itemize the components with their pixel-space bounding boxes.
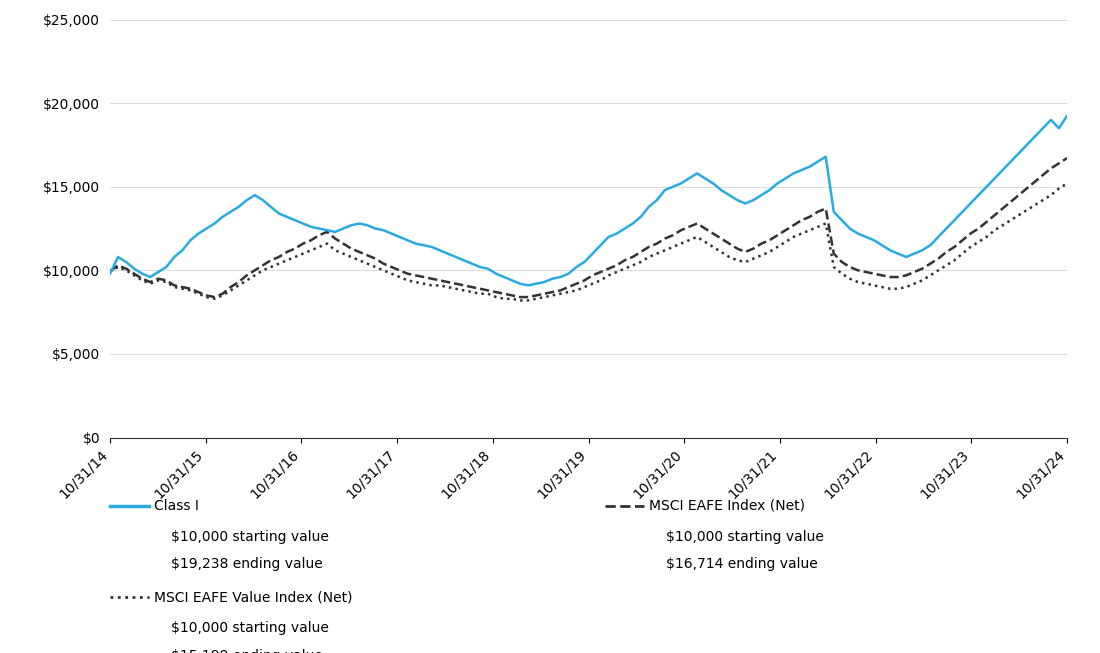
Text: $19,238 ending value: $19,238 ending value bbox=[170, 558, 322, 571]
Text: $10,000 starting value: $10,000 starting value bbox=[170, 530, 329, 544]
Text: $10,000 starting value: $10,000 starting value bbox=[170, 622, 329, 635]
Text: $16,714 ending value: $16,714 ending value bbox=[666, 558, 817, 571]
Text: Class I: Class I bbox=[154, 499, 199, 513]
Text: MSCI EAFE Index (Net): MSCI EAFE Index (Net) bbox=[649, 499, 805, 513]
Text: $10,000 starting value: $10,000 starting value bbox=[666, 530, 824, 544]
Text: MSCI EAFE Value Index (Net): MSCI EAFE Value Index (Net) bbox=[154, 590, 352, 604]
Text: $15,199 ending value: $15,199 ending value bbox=[170, 649, 322, 653]
